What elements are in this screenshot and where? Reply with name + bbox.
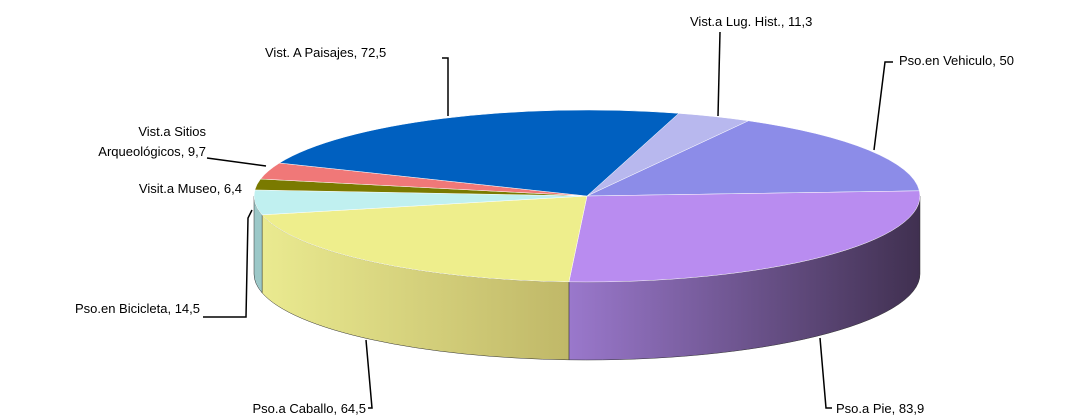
data-label: Pso.a Pie, 83,9 [836, 401, 925, 416]
slice [568, 190, 921, 283]
data-label: Vist. A Paisajes, 72,5 [265, 45, 387, 60]
leader-line [873, 61, 893, 151]
leader-lines [203, 31, 893, 409]
data-label: Pso.en Vehiculo, 50 [899, 53, 1014, 68]
leader-line [203, 209, 253, 318]
data-label: Vist.a Sitios Arqueológicos, 9,7 [98, 124, 206, 159]
slice [261, 195, 588, 283]
data-label: Visit.a Museo, 6,4 [138, 181, 242, 196]
leader-line [206, 157, 267, 167]
leader-line [717, 31, 721, 117]
leader-line [365, 339, 373, 409]
data-label: Vist.a Lug. Hist., 11,3 [690, 14, 813, 29]
slice [278, 109, 680, 197]
data-label: Pso.a Caballo, 64,5 [252, 401, 367, 416]
data-label: Pso.en Bicicleta, 14,5 [74, 301, 200, 316]
leader-line [819, 337, 832, 409]
slices [253, 109, 921, 283]
walls [253, 195, 921, 361]
slice [586, 120, 920, 197]
leader-line [442, 57, 449, 116]
